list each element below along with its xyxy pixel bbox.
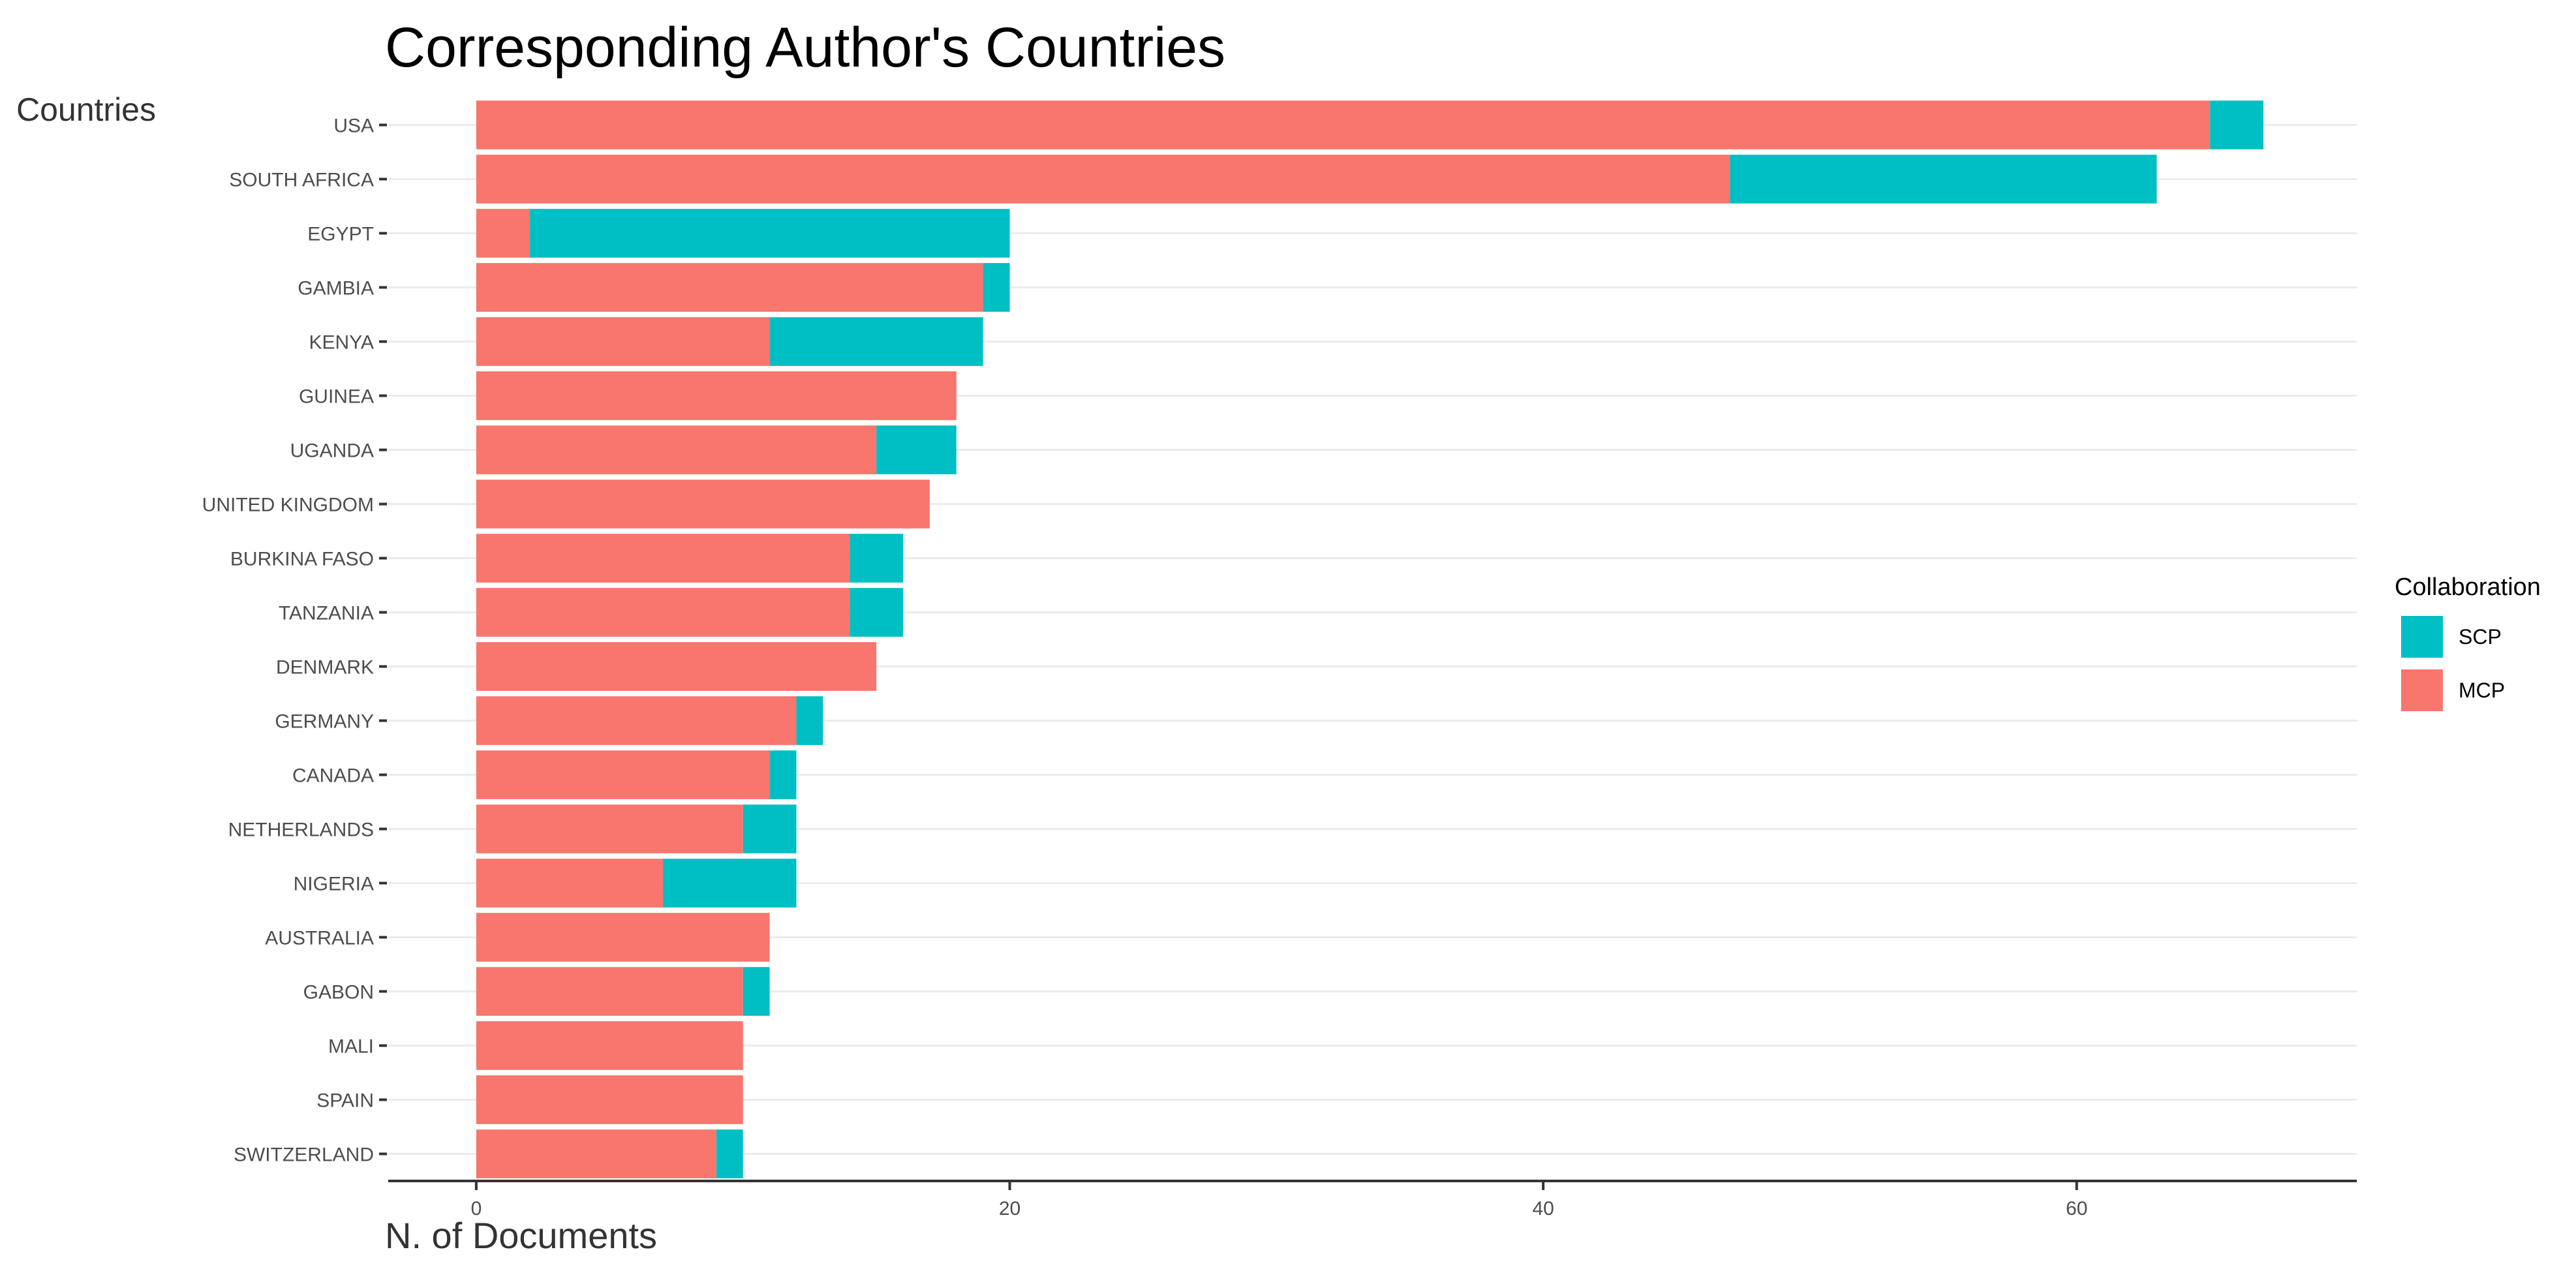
legend-label: SCP (2459, 625, 2502, 649)
y-tick-label: SOUTH AFRICA (229, 170, 374, 191)
y-tick-label: AUSTRALIA (265, 928, 374, 949)
bar-scp (1730, 155, 2157, 204)
bar-mcp (476, 696, 797, 745)
y-tick-label: USA (333, 115, 374, 137)
y-tick-label: DENMARK (276, 657, 374, 679)
bar-scp (716, 1129, 743, 1178)
bars-layer (476, 100, 2263, 1178)
bar-scp (663, 859, 797, 908)
y-tick-label: NIGERIA (294, 874, 374, 895)
bar-mcp (476, 263, 983, 312)
y-tick-label: GABON (303, 982, 374, 1003)
bar-mcp (476, 425, 877, 474)
chart-title: Corresponding Author's Countries (385, 16, 1225, 79)
y-tick-label: GUINEA (299, 386, 374, 408)
y-tick-label: UGANDA (290, 440, 374, 462)
bar-scp (876, 425, 957, 474)
bar-mcp (476, 750, 770, 799)
legend-swatch (2401, 669, 2443, 711)
bar-mcp (476, 913, 770, 962)
bar-mcp (476, 371, 957, 420)
bar-scp (850, 534, 903, 583)
y-tick-label: EGYPT (307, 224, 374, 245)
bar-scp (2210, 100, 2263, 149)
y-axis-title: Countries (16, 91, 156, 128)
y-tick-label: BURKINA FASO (230, 549, 374, 570)
bar-mcp (476, 317, 770, 366)
y-tick-label: GERMANY (275, 711, 374, 733)
bar-mcp (476, 804, 743, 853)
bar-mcp (476, 1129, 716, 1178)
bar-mcp (476, 100, 2211, 149)
y-tick-label: TANZANIA (279, 603, 374, 624)
bar-scp (769, 317, 983, 366)
legend-title: Collaboration (2395, 574, 2541, 601)
axes-layer: 0 20 40 60 USA SOUTH AFRICA EGYPT GAMBIA KENYA GU… (202, 115, 2357, 1219)
x-tick-label: 40 (1532, 1198, 1554, 1219)
y-tick-label: NETHERLANDS (228, 819, 374, 841)
bar-mcp (476, 155, 1730, 204)
x-axis-title: N. of Documents (385, 1215, 657, 1256)
y-tick-label: SPAIN (316, 1090, 374, 1112)
bar-scp (983, 263, 1010, 312)
bar-mcp (476, 588, 850, 637)
bar-scp (850, 588, 903, 637)
bar-mcp (476, 480, 930, 528)
y-tick-label: CANADA (292, 765, 374, 787)
y-tick-label: UNITED KINGDOM (202, 495, 374, 516)
bar-scp (769, 750, 797, 799)
bar-scp (796, 696, 823, 745)
y-tick-label: KENYA (309, 332, 374, 354)
bar-mcp (476, 859, 664, 908)
y-tick-label: MALI (328, 1036, 374, 1058)
legend-swatch (2401, 616, 2443, 658)
bar-mcp (476, 209, 530, 258)
y-tick-label: GAMBIA (298, 278, 374, 299)
legend-label: MCP (2459, 679, 2505, 702)
bar-mcp (476, 1075, 743, 1124)
x-tick-label: 20 (999, 1198, 1020, 1219)
bar-mcp (476, 642, 877, 691)
x-tick-label: 60 (2066, 1198, 2087, 1219)
y-tick-label: SWITZERLAND (234, 1144, 374, 1166)
x-tick-label: 0 (471, 1198, 482, 1219)
bar-mcp (476, 1021, 743, 1070)
bar-scp (743, 804, 797, 853)
legend: Collaboration SCP MCP (2395, 574, 2541, 711)
bar-scp (529, 209, 1010, 258)
bar-mcp (476, 967, 743, 1016)
bar-mcp (476, 534, 850, 583)
bar-scp (743, 967, 770, 1016)
